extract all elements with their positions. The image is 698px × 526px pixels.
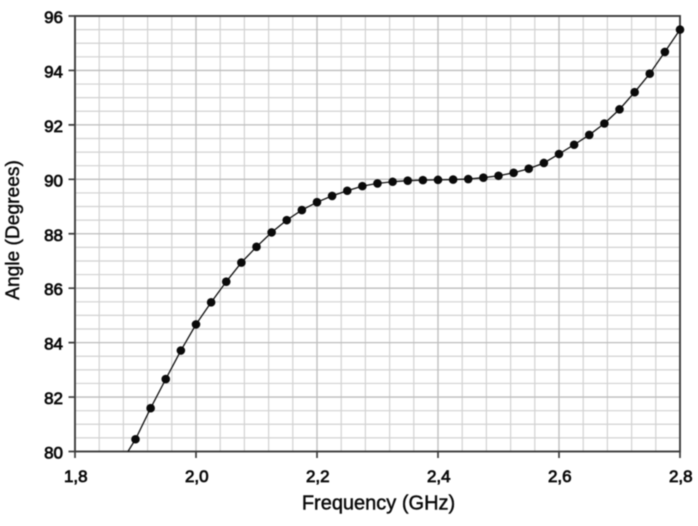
svg-text:90: 90 <box>44 171 63 190</box>
svg-text:1,8: 1,8 <box>64 467 88 486</box>
svg-text:2,0: 2,0 <box>185 467 209 486</box>
svg-text:2,4: 2,4 <box>427 467 451 486</box>
svg-text:82: 82 <box>44 389 63 408</box>
svg-text:Frequency (GHz): Frequency (GHz) <box>302 493 455 515</box>
svg-text:2,2: 2,2 <box>306 467 330 486</box>
svg-text:2,6: 2,6 <box>548 467 572 486</box>
svg-text:92: 92 <box>44 117 63 136</box>
svg-text:94: 94 <box>44 62 63 81</box>
svg-text:80: 80 <box>44 444 63 463</box>
svg-text:84: 84 <box>44 335 63 354</box>
svg-text:Angle (Degrees): Angle (Degrees) <box>3 160 24 300</box>
svg-text:86: 86 <box>44 280 63 299</box>
svg-text:96: 96 <box>44 8 63 27</box>
svg-text:2,8: 2,8 <box>669 467 693 486</box>
svg-text:88: 88 <box>44 226 63 245</box>
